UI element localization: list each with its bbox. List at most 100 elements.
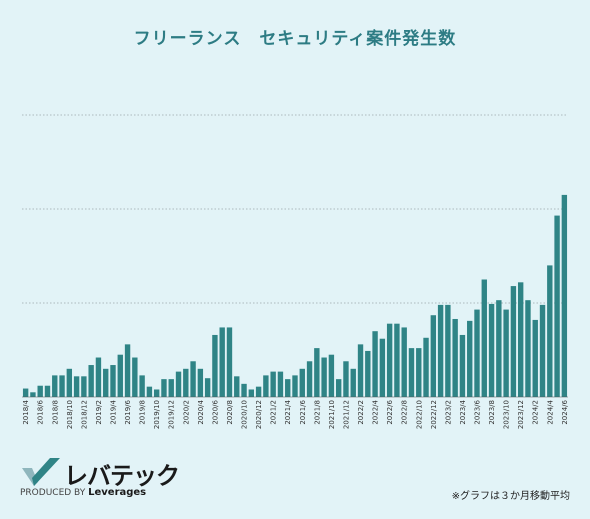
bar-2019-7 [132, 357, 138, 397]
x-tick-label: 2022/4 [372, 399, 380, 424]
bar-2021-9 [321, 357, 327, 397]
x-tick-label: 2020/10 [241, 400, 249, 429]
produced-by-label: PRODUCED BY [20, 488, 86, 498]
bar-2022-1 [350, 368, 356, 397]
bar-2019-11 [161, 379, 167, 397]
x-tick-label: 2020/2 [182, 400, 190, 425]
x-tick-label: 2018/8 [51, 400, 59, 425]
bar-2018-7 [44, 385, 51, 397]
x-tick-label: 2020/8 [226, 400, 234, 425]
leveragetech-logo: レバテック PRODUCED BY Leverages [20, 456, 180, 500]
bar-2021-7 [306, 361, 313, 397]
bar-2021-10 [328, 354, 335, 397]
x-tick-label: 2024/2 [532, 400, 540, 425]
x-tick-label: 2018/10 [66, 400, 74, 429]
x-tick-label: 2022/12 [430, 400, 438, 429]
x-tick-label: 2021/8 [313, 400, 321, 425]
bar-2021-3 [277, 371, 284, 397]
bar-2023-6 [474, 309, 480, 397]
x-tick-label: 2022/10 [415, 400, 423, 429]
brand-name: Leverages [88, 487, 147, 498]
x-tick-label: 2024/4 [546, 399, 554, 424]
bar-2018-10 [66, 368, 73, 397]
bar-2023-10 [503, 309, 509, 397]
bar-2022-10 [416, 348, 422, 397]
bar-2022-5 [379, 338, 386, 397]
x-tick-label: 2022/8 [401, 400, 409, 425]
x-tick-label: 2023/2 [444, 400, 452, 425]
bar-2020-3 [190, 361, 196, 397]
bar-2020-4 [197, 368, 204, 397]
bar-2022-4 [372, 331, 378, 397]
bar-2019-2 [95, 357, 102, 397]
bar-2021-6 [299, 368, 305, 397]
bar-2021-11 [335, 379, 342, 397]
bar-2018-8 [52, 375, 58, 397]
x-tick-label: 2020/6 [211, 399, 219, 424]
x-tick-label: 2018/6 [37, 399, 45, 424]
bar-2022-12 [430, 315, 437, 397]
bar-2019-5 [117, 354, 123, 397]
bar-chart: 2018/4 2018/6 2018/8 2018/10 2018/12 2019/2 20… [22, 114, 569, 429]
bar-2023-3 [452, 318, 458, 397]
bar-2023-4 [459, 334, 466, 397]
bar-2022-2 [357, 344, 364, 397]
x-tick-label: 2019/6 [124, 399, 132, 424]
bar-2024-1 [525, 300, 531, 397]
bar-2021-8 [314, 348, 320, 397]
x-tick-label: 2023/12 [517, 400, 525, 429]
bar-2023-1 [437, 304, 444, 397]
x-tick-label: 2020/4 [197, 399, 205, 424]
bar-2018-5 [30, 392, 36, 397]
x-tick-label: 2019/10 [153, 400, 161, 429]
bar-2019-4 [110, 365, 116, 397]
bar-2020-8 [226, 327, 233, 397]
bar-2021-12 [343, 361, 349, 397]
logo-text: レバテック [64, 462, 180, 490]
bar-2018-11 [73, 376, 80, 397]
bar-2020-9 [234, 376, 240, 397]
bar-2021-5 [292, 375, 298, 397]
x-tick-label: 2023/10 [503, 400, 511, 429]
x-tick-labels: 2018/4 2018/6 2018/8 2018/10 2018/12 2019/2 20… [22, 399, 569, 429]
x-tick-label: 2021/10 [328, 400, 336, 429]
bars [22, 194, 568, 397]
bar-2019-6 [124, 344, 131, 397]
bar-2019-8 [139, 375, 145, 397]
bar-2019-9 [146, 386, 153, 397]
bar-2024-3 [539, 304, 546, 397]
bar-2022-6 [386, 323, 393, 397]
x-tick-label: 2020/12 [255, 400, 263, 429]
bar-2020-10 [241, 383, 247, 397]
x-tick-label: 2019/2 [95, 400, 103, 425]
bar-2020-6 [212, 334, 218, 397]
logo-mark-icon [22, 458, 60, 486]
bar-2018-6 [37, 385, 43, 397]
bar-2024-6 [561, 194, 568, 397]
bar-2024-2 [532, 319, 538, 397]
x-tick-label: 2021/4 [284, 399, 292, 424]
bar-2023-11 [510, 286, 517, 397]
bar-2022-7 [394, 323, 400, 397]
bar-2019-12 [168, 379, 174, 397]
bar-2022-11 [423, 337, 429, 397]
bar-2021-4 [285, 379, 291, 397]
x-tick-label: 2021/12 [342, 400, 350, 429]
bar-2023-12 [517, 282, 524, 397]
x-tick-label: 2019/8 [139, 400, 147, 425]
bar-2022-3 [365, 350, 371, 397]
bar-2019-10 [153, 389, 160, 397]
bar-2022-8 [401, 327, 407, 397]
bar-2024-5 [554, 215, 560, 397]
x-tick-label: 2019/4 [110, 399, 118, 424]
bar-2021-2 [270, 371, 276, 397]
bar-2020-7 [219, 327, 225, 397]
bar-2020-5 [204, 378, 211, 397]
bar-2019-3 [103, 368, 109, 397]
x-tick-label: 2023/4 [459, 399, 467, 424]
bar-2018-4 [22, 388, 29, 397]
chart-title: フリーランス セキュリティ案件発生数 [133, 29, 457, 49]
bar-2020-1 [175, 371, 182, 397]
bar-2023-2 [445, 304, 451, 397]
x-tick-label: 2024/6 [561, 399, 569, 424]
